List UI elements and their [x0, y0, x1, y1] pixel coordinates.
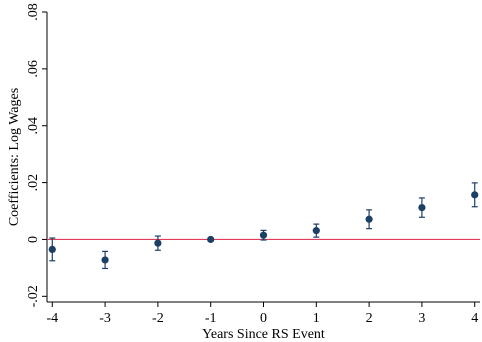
x-tick-label: -3	[99, 311, 111, 326]
x-axis-title: Years Since RS Event	[202, 327, 325, 342]
x-tick-label: -2	[152, 311, 164, 326]
data-point	[207, 235, 215, 244]
y-tick-label: .02	[26, 174, 41, 192]
x-tick-label: -4	[46, 311, 58, 326]
x-tick-label: 3	[418, 311, 425, 326]
y-tick-label: 0	[26, 236, 41, 243]
data-point	[312, 227, 320, 235]
data-point	[48, 245, 56, 254]
y-tick-label: .04	[26, 117, 41, 135]
data-point	[471, 191, 479, 199]
data-point	[418, 204, 426, 212]
x-tick-label: 1	[313, 311, 320, 326]
data-point	[365, 215, 373, 223]
data-points	[48, 191, 479, 264]
x-tick-label: -1	[205, 311, 217, 326]
y-tick-label: .08	[26, 3, 41, 21]
x-tick-label: 0	[260, 311, 267, 326]
data-point	[154, 239, 162, 247]
x-tick-label: 2	[366, 311, 373, 326]
y-axis: -.02 0 .02 .04 .06 .08	[26, 3, 48, 307]
data-point	[101, 256, 109, 264]
confidence-intervals	[49, 182, 478, 270]
x-tick-label: 4	[471, 311, 478, 326]
y-tick-label: .06	[26, 60, 41, 78]
y-axis-title: Coefficients: Log Wages	[7, 88, 22, 226]
y-tick-label: -.02	[26, 285, 41, 307]
data-point	[259, 231, 268, 239]
x-axis: -4 -3 -2 -1 0 1 2 3 4	[46, 301, 480, 326]
